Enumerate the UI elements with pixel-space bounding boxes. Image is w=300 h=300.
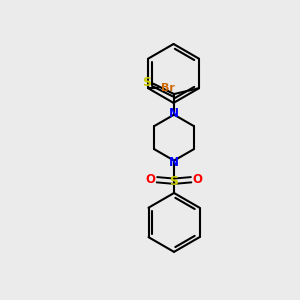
Text: O: O [146,173,155,186]
Text: S: S [169,175,178,188]
Text: O: O [193,173,202,186]
Text: N: N [169,107,179,120]
Text: Br: Br [161,83,175,93]
Text: N: N [169,156,179,169]
Text: S: S [142,76,152,89]
